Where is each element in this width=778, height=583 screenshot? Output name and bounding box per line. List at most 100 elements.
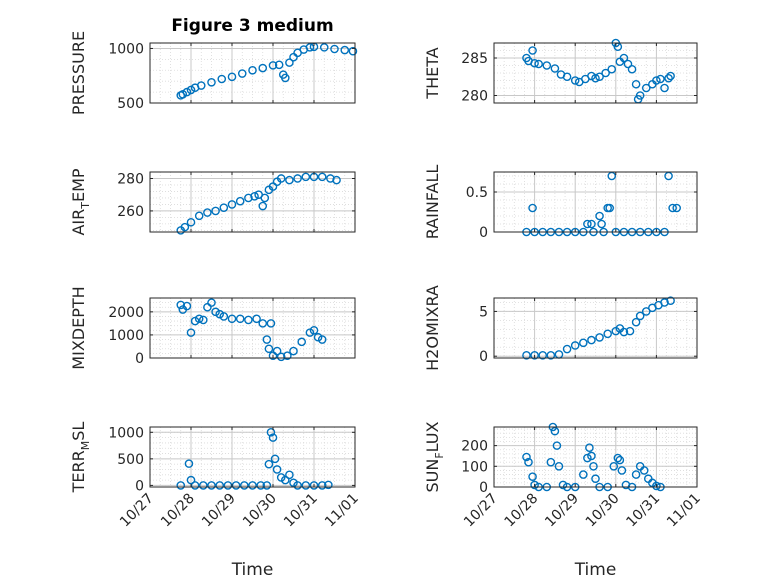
data-point <box>570 341 580 350</box>
data-point <box>276 174 286 183</box>
data-point <box>332 175 341 185</box>
axes-box <box>149 426 356 488</box>
data-point <box>194 211 204 221</box>
data-point <box>348 46 358 56</box>
data-point <box>262 481 272 490</box>
data-point <box>244 315 253 325</box>
axes-box <box>493 171 698 233</box>
data-point <box>176 300 186 310</box>
panel-h2omixra: 0 5 H2OMIXRA <box>423 285 698 371</box>
data-point <box>186 85 196 95</box>
data-point <box>528 46 537 55</box>
data-point <box>319 43 329 52</box>
data-point <box>530 480 539 490</box>
data-point <box>326 174 335 183</box>
y-axis-label: MIXDEPTH <box>69 286 88 369</box>
data-point <box>579 470 588 479</box>
data-point <box>186 475 196 485</box>
data-point <box>268 433 278 442</box>
y-tick-label: 1000 <box>108 425 144 441</box>
axes-box <box>149 42 356 104</box>
y-axis-label: THETA <box>423 47 442 99</box>
data-point <box>601 68 610 78</box>
x-tick-label: 11/01 <box>322 491 362 531</box>
data-point <box>542 61 552 70</box>
data-point <box>309 326 319 335</box>
data-point <box>258 63 268 73</box>
data-point <box>324 480 333 490</box>
data-point <box>264 459 274 469</box>
data-point <box>656 74 665 84</box>
data-point <box>595 72 604 82</box>
data-point <box>330 44 339 54</box>
data-point <box>215 481 224 490</box>
data-point <box>589 462 598 471</box>
data-point <box>293 481 302 490</box>
data-point <box>613 453 623 463</box>
x-tick-label: 10/29 <box>542 491 582 531</box>
y-tick-label: 1000 <box>108 41 144 57</box>
y-tick-label: 0 <box>479 349 488 365</box>
y-tick-label: 1000 <box>108 328 144 344</box>
data-point <box>227 200 237 209</box>
data-point <box>186 217 196 227</box>
data-point <box>198 481 208 490</box>
panel-airtemp: 260 280 AIRTEMP <box>69 168 356 236</box>
x-tick-label: 10/30 <box>583 491 623 531</box>
data-point <box>524 457 533 467</box>
y-tick-label: 2000 <box>108 305 144 321</box>
data-point <box>554 462 564 471</box>
y-axis-label: AIRTEMP <box>69 168 92 235</box>
data-point <box>182 87 192 97</box>
data-point <box>248 65 257 75</box>
y-tick-label: 100 <box>461 459 488 475</box>
data-point <box>562 344 572 354</box>
y-tick-label: 5 <box>479 304 488 320</box>
data-point <box>301 481 311 490</box>
data-point <box>528 472 537 481</box>
data-point <box>585 443 594 452</box>
x-tick-label: 10/28 <box>502 491 542 531</box>
data-point <box>652 76 661 85</box>
data-point <box>340 45 350 55</box>
data-point <box>178 89 188 99</box>
data-point <box>522 452 531 462</box>
y-axis-label: PRESSURE <box>69 31 88 115</box>
data-point <box>631 79 641 89</box>
data-point <box>635 311 645 321</box>
data-point <box>198 315 208 325</box>
data-point <box>538 351 548 360</box>
x-tick-label: 10/28 <box>158 491 198 531</box>
axes-box <box>493 426 698 488</box>
data-point <box>207 77 216 87</box>
data-point <box>552 441 562 450</box>
y-tick-label: 500 <box>117 452 144 468</box>
data-point <box>266 319 276 328</box>
data-point <box>641 83 651 93</box>
data-point <box>283 351 292 360</box>
data-point <box>207 298 216 307</box>
data-point <box>528 203 537 213</box>
data-point <box>227 314 237 324</box>
data-point <box>203 208 212 217</box>
panel-sunflux: 0 100 200 SUNFLUX 10/27 10/28 10/29 10/30 10/31 1… <box>423 421 704 580</box>
data-point <box>317 335 327 344</box>
data-point <box>617 466 627 475</box>
y-tick-label: 0 <box>135 478 144 494</box>
data-point <box>272 465 282 474</box>
data-point <box>587 451 596 461</box>
x-tick-label: 10/31 <box>623 491 663 531</box>
data-point <box>309 481 319 490</box>
data-point <box>186 328 196 337</box>
data-point <box>587 219 596 229</box>
axes-box <box>149 297 356 359</box>
data-point <box>530 351 539 360</box>
data-point <box>550 64 560 73</box>
data-point <box>631 317 641 327</box>
data-point <box>252 314 261 324</box>
data-point <box>256 481 266 490</box>
data-point <box>635 91 645 100</box>
axes-box <box>493 297 698 359</box>
data-point <box>301 172 311 182</box>
chart-title: Figure 3 medium <box>171 16 333 36</box>
